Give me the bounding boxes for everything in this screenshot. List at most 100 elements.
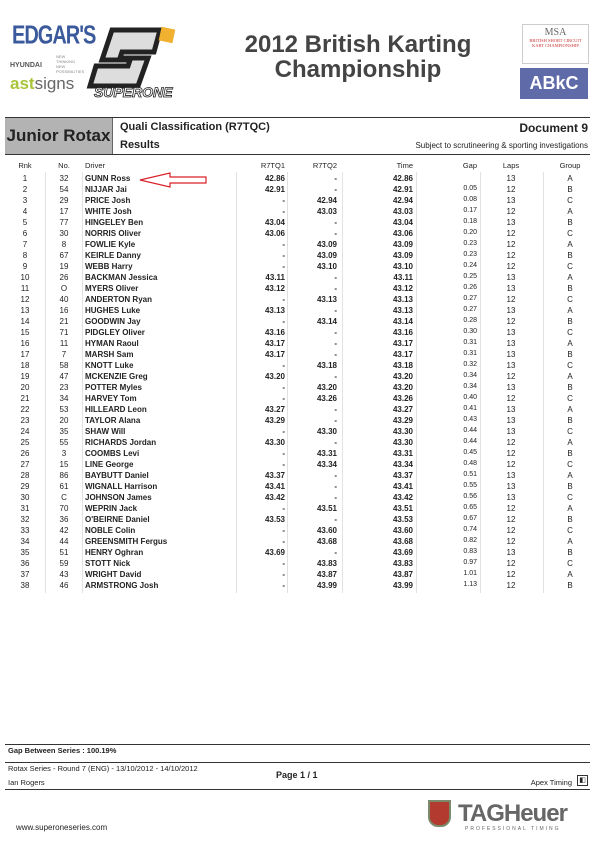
r7tq2-time: 43.03 [316, 207, 337, 216]
hyundai-tagline: NEW THINKING NEW POSSIBILITIES [56, 54, 85, 74]
r7tq1-time: 43.13 [264, 306, 285, 315]
gap: 0.08 [463, 196, 477, 203]
r7tq1-time: - [282, 559, 285, 568]
laps: 13 [506, 427, 516, 436]
group: C [567, 229, 573, 238]
group: B [567, 185, 573, 194]
car-number: 59 [59, 559, 69, 568]
group: A [567, 537, 573, 546]
rank: 2 [22, 185, 28, 194]
group: A [567, 438, 573, 447]
car-number: 29 [59, 196, 69, 205]
r7tq2-time: 43.31 [316, 449, 337, 458]
laps: 13 [506, 273, 516, 282]
driver-name: GUNN Ross [85, 174, 131, 183]
r7tq2-time: - [334, 273, 337, 282]
car-number: 47 [59, 372, 69, 381]
r7tq2-time: - [334, 339, 337, 348]
best-time: 43.04 [392, 218, 413, 227]
rank: 19 [20, 372, 30, 381]
laps: 12 [506, 372, 516, 381]
r7tq2-time: - [334, 218, 337, 227]
gap: 0.31 [463, 339, 477, 346]
driver-name: MYERS Oliver [85, 284, 139, 293]
driver-name: SHAW Will [85, 427, 126, 436]
event-info: Rotax Series - Round 7 (ENG) - 13/10/201… [8, 764, 198, 773]
driver-name: POTTER Myles [85, 383, 142, 392]
best-time: 43.16 [392, 328, 413, 337]
gap: 0.34 [463, 372, 477, 379]
car-number: 36 [59, 515, 69, 524]
column-header-driver-name: Driver [85, 161, 105, 170]
gap: 1.01 [463, 570, 477, 577]
laps: 13 [506, 339, 516, 348]
laps: 13 [506, 328, 516, 337]
laps: 12 [506, 449, 516, 458]
laps: 12 [506, 229, 516, 238]
driver-name: WEBB Harry [85, 262, 133, 271]
driver-name: WIGNALL Harrison [85, 482, 158, 491]
car-number: 7 [61, 350, 67, 359]
astsigns-logo: astsigns [10, 74, 75, 93]
tagheuer-tagline: PROFESSIONAL TIMING [465, 826, 561, 832]
gap: 1.13 [463, 581, 477, 588]
group: B [567, 383, 573, 392]
column-header-r7tq1-time: R7TQ1 [260, 161, 285, 170]
group: B [567, 350, 573, 359]
group: C [567, 262, 573, 271]
laps: 12 [506, 537, 516, 546]
driver-name: WHITE Josh [85, 207, 132, 216]
rank: 23 [20, 416, 30, 425]
best-time: 43.68 [392, 537, 413, 546]
column-divider [416, 172, 417, 593]
laps: 12 [506, 317, 516, 326]
website-link[interactable]: www.superoneseries.com [16, 823, 108, 832]
r7tq1-time: - [282, 449, 285, 458]
rank: 9 [22, 262, 28, 271]
divider [5, 744, 590, 745]
car-number: 77 [59, 218, 69, 227]
laps: 13 [506, 306, 516, 315]
driver-name: TAYLOR Alana [85, 416, 141, 425]
r7tq1-time: 43.17 [264, 339, 285, 348]
r7tq1-time: - [282, 361, 285, 370]
gap: 0.27 [463, 295, 477, 302]
group: A [567, 240, 573, 249]
car-number: 54 [59, 185, 69, 194]
gap: 0.23 [463, 240, 477, 247]
gap-between-series: Gap Between Series : 100.19% [8, 746, 117, 755]
best-time: 43.69 [392, 548, 413, 557]
group: C [567, 493, 573, 502]
group: C [567, 295, 573, 304]
best-time: 43.53 [392, 515, 413, 524]
r7tq2-time: - [334, 493, 337, 502]
best-time: 42.91 [392, 185, 413, 194]
best-time: 43.13 [392, 295, 413, 304]
driver-name: BACKMAN Jessica [85, 273, 158, 282]
best-time: 43.13 [392, 306, 413, 315]
group: A [567, 372, 573, 381]
r7tq1-time: - [282, 526, 285, 535]
group: A [567, 273, 573, 282]
column-header-gap: Gap [462, 161, 477, 170]
group: B [567, 284, 573, 293]
r7tq2-time: 43.18 [316, 361, 337, 370]
best-time: 43.34 [392, 460, 413, 469]
driver-name: MCKENZIE Greg [85, 372, 148, 381]
r7tq2-time: - [334, 328, 337, 337]
group: C [567, 460, 573, 469]
gap: 0.56 [463, 493, 477, 500]
gap: 0.28 [463, 317, 477, 324]
r7tq1-time: 43.41 [264, 482, 285, 491]
driver-name: HINGELEY Ben [85, 218, 144, 227]
rank: 15 [20, 328, 30, 337]
r7tq1-time: 43.12 [264, 284, 285, 293]
gap: 0.27 [463, 306, 477, 313]
category-label: Junior Rotax [5, 118, 113, 154]
r7tq1-time: - [282, 504, 285, 513]
group: A [567, 339, 573, 348]
r7tq1-time: - [282, 262, 285, 271]
gap: 0.17 [463, 207, 477, 214]
car-number: 17 [59, 207, 69, 216]
r7tq2-time: 43.20 [316, 383, 337, 392]
